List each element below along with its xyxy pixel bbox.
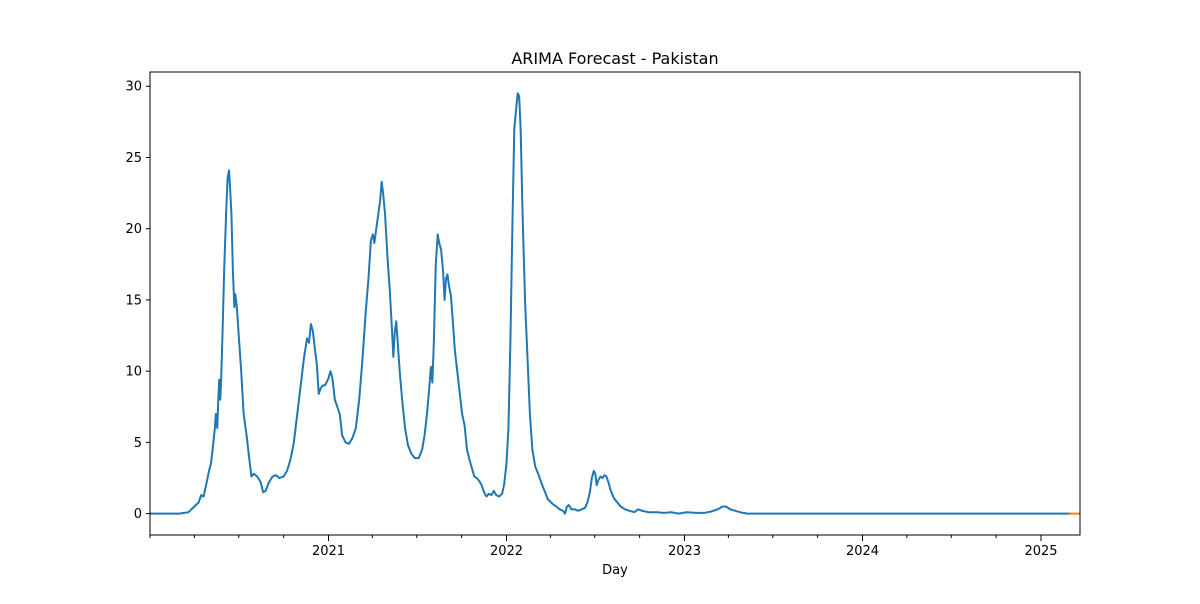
plot-frame [149, 71, 1081, 536]
x-tick-label: 2022 [490, 544, 523, 559]
y-tick-label: 0 [134, 507, 142, 522]
y-tick-label: 20 [125, 222, 142, 237]
x-tick-label: 2025 [1024, 544, 1057, 559]
plot-layer [150, 92, 1080, 515]
x-tick-label: 2024 [846, 544, 879, 559]
series-line-1 [150, 92, 1071, 515]
chart-title: ARIMA Forecast - Pakistan [511, 49, 718, 68]
y-tick-label: 5 [134, 436, 142, 451]
y-tick-label: 15 [125, 293, 142, 308]
x-tick-label: 2023 [668, 544, 701, 559]
x-axis-label: Day [602, 563, 628, 578]
y-tick-label: 30 [125, 80, 142, 95]
x-tick-label: 2021 [312, 544, 345, 559]
y-tick-label: 25 [125, 151, 142, 166]
y-tick-label: 10 [125, 365, 142, 380]
